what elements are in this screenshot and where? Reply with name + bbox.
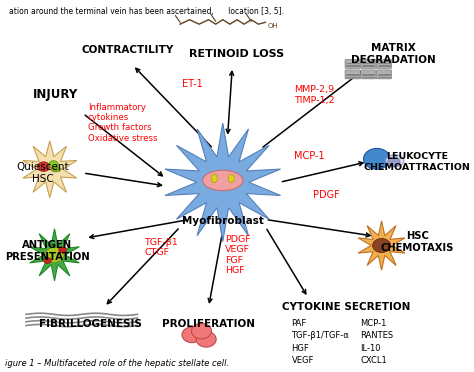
Text: FIBRILLOGENESIS: FIBRILLOGENESIS	[38, 319, 142, 328]
Polygon shape	[358, 221, 405, 270]
Text: TGF-β1
CTGF: TGF-β1 CTGF	[145, 238, 178, 257]
FancyBboxPatch shape	[345, 70, 360, 79]
Text: CYTOKINE SECRETION: CYTOKINE SECRETION	[282, 302, 410, 312]
Polygon shape	[23, 141, 77, 198]
Text: RETINOID LOSS: RETINOID LOSS	[190, 49, 284, 59]
Text: ation around the terminal vein has been ascertained,      location [3, 5].: ation around the terminal vein has been …	[9, 7, 284, 16]
Text: Inflammatory
cytokines
Growth factors
Oxidative stress: Inflammatory cytokines Growth factors Ox…	[88, 103, 157, 143]
Circle shape	[37, 162, 50, 171]
Text: MMP-2,9
TIMP-1,2: MMP-2,9 TIMP-1,2	[294, 85, 334, 105]
Text: CONTRACTILITY: CONTRACTILITY	[82, 45, 174, 55]
Text: PDGF
VEGF
FGF
HGF: PDGF VEGF FGF HGF	[225, 235, 251, 275]
Text: MCP-1: MCP-1	[294, 151, 325, 161]
Text: TGF-β1/TGF-α: TGF-β1/TGF-α	[292, 331, 349, 340]
Text: PAF: PAF	[292, 319, 307, 328]
Text: RANTES: RANTES	[360, 331, 393, 340]
Text: INJURY: INJURY	[33, 89, 78, 101]
Text: Quiescent
HSC: Quiescent HSC	[16, 162, 69, 184]
Ellipse shape	[202, 170, 243, 190]
Text: HGF: HGF	[292, 344, 309, 353]
FancyBboxPatch shape	[361, 60, 376, 68]
FancyBboxPatch shape	[376, 70, 392, 79]
Circle shape	[49, 161, 58, 168]
Text: CXCL1: CXCL1	[360, 356, 387, 365]
Circle shape	[59, 247, 66, 253]
Text: PROLIFERATION: PROLIFERATION	[162, 319, 255, 328]
Circle shape	[364, 148, 390, 169]
Circle shape	[196, 331, 216, 347]
Circle shape	[388, 157, 400, 167]
Polygon shape	[30, 229, 79, 281]
Polygon shape	[165, 123, 281, 241]
Ellipse shape	[386, 155, 404, 167]
Text: LEUKOCYTE
CHEMOATTRACTION: LEUKOCYTE CHEMOATTRACTION	[364, 152, 471, 171]
Text: ANTIGEN
PRESENTATION: ANTIGEN PRESENTATION	[5, 240, 90, 262]
Circle shape	[191, 323, 211, 339]
Text: PDGF: PDGF	[313, 190, 339, 200]
Circle shape	[373, 238, 391, 253]
Text: MATRIX
DEGRADATION: MATRIX DEGRADATION	[351, 43, 436, 65]
FancyBboxPatch shape	[345, 60, 360, 68]
Text: ET-1: ET-1	[182, 79, 203, 89]
Text: HSC
CHEMOTAXIS: HSC CHEMOTAXIS	[381, 231, 454, 253]
Text: VEGF: VEGF	[292, 356, 314, 365]
Ellipse shape	[211, 174, 217, 183]
FancyBboxPatch shape	[376, 60, 392, 68]
Circle shape	[44, 257, 51, 263]
Text: Myofibroblast: Myofibroblast	[182, 217, 264, 226]
Circle shape	[182, 327, 202, 343]
Text: MCP-1: MCP-1	[360, 319, 387, 328]
Circle shape	[45, 247, 64, 262]
FancyBboxPatch shape	[361, 70, 376, 79]
Ellipse shape	[228, 174, 234, 183]
Ellipse shape	[51, 167, 61, 172]
Text: igure 1 – Multifaceted role of the hepatic stellate cell.: igure 1 – Multifaceted role of the hepat…	[5, 359, 229, 368]
Text: OH: OH	[268, 23, 278, 29]
Text: IL-10: IL-10	[360, 344, 381, 353]
